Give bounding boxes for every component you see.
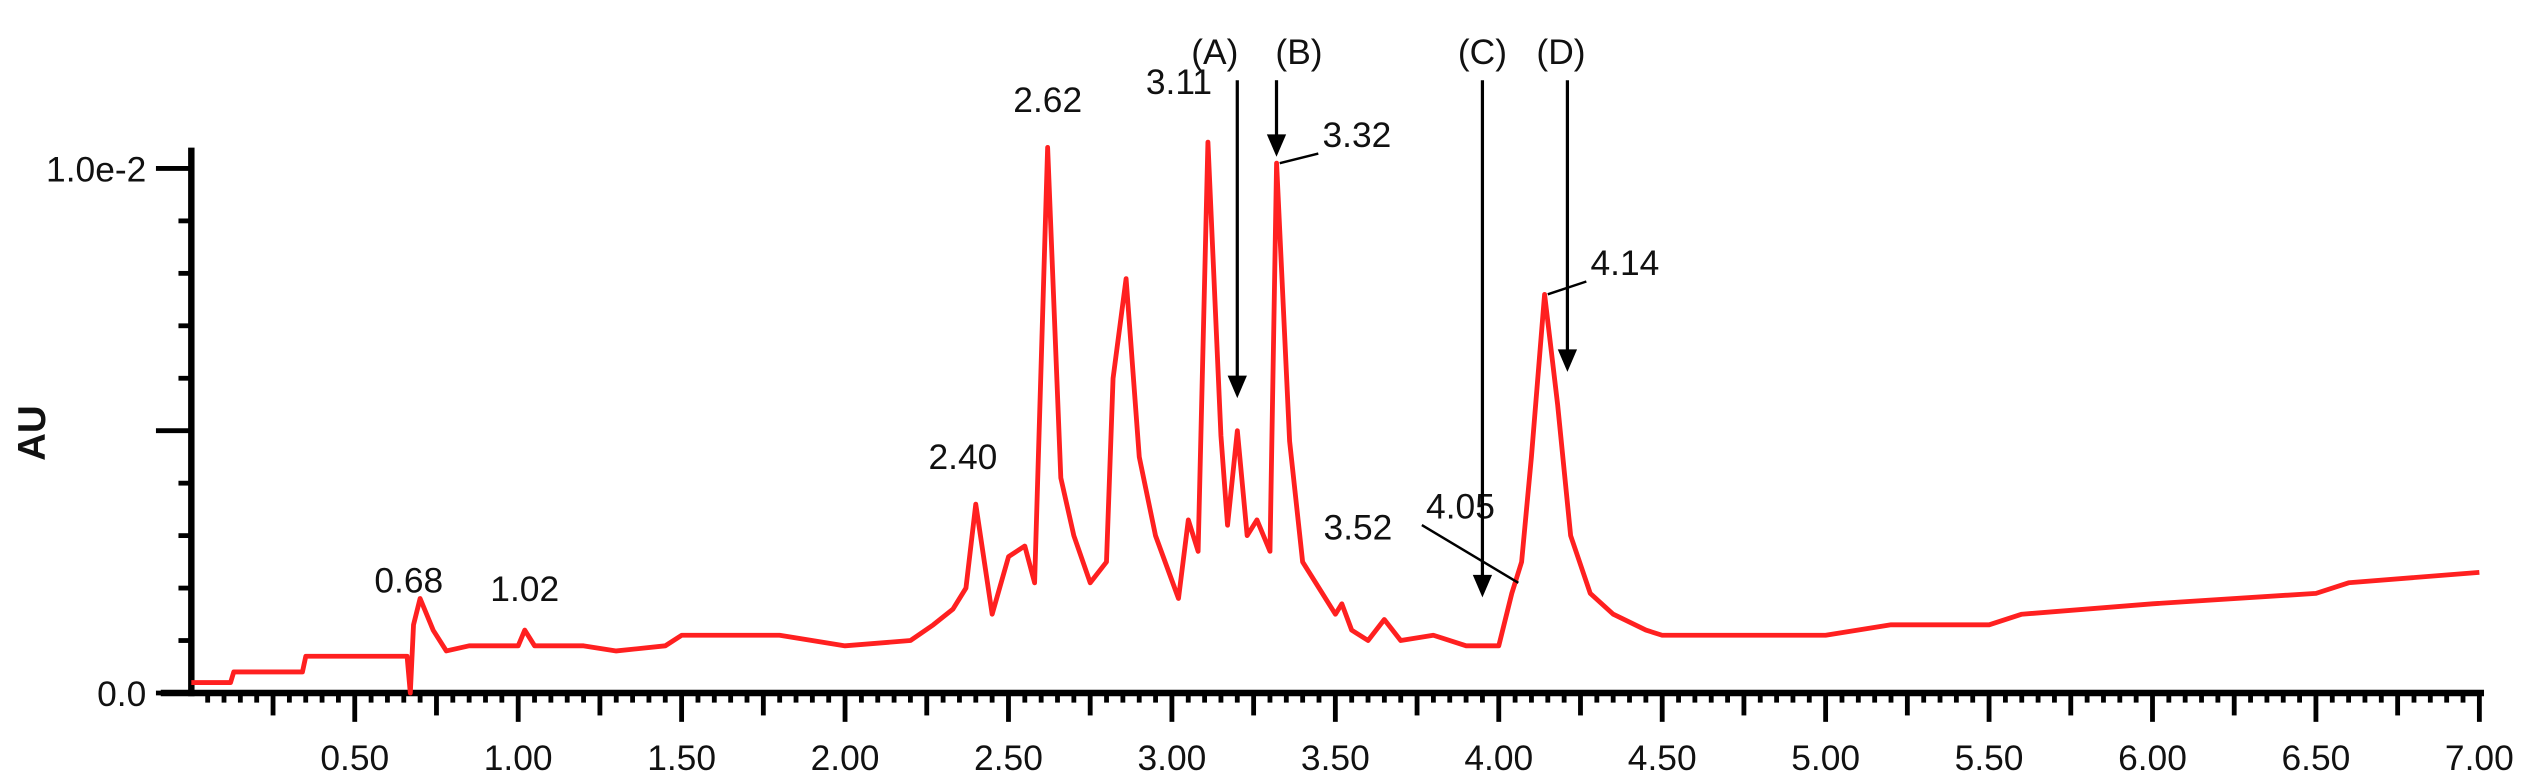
x-tick-label: 2.50 <box>974 739 1043 778</box>
x-tick-label: 0.50 <box>320 739 389 778</box>
arrow-annotation-label: (B) <box>1275 33 1322 72</box>
x-tick-label: 4.00 <box>1464 739 1533 778</box>
y-tick-label: 0.0 <box>97 675 146 714</box>
arrow-head-icon <box>1557 349 1578 372</box>
peak-label: 1.02 <box>490 570 559 609</box>
x-tick-label: 6.00 <box>2118 739 2187 778</box>
ticks: 0.0 1.0e-2 0.50 1.00 1.50 2.00 2.50 3.00 3.50 4.0… <box>46 150 2514 778</box>
x-tick-label: 3.00 <box>1137 739 1206 778</box>
y-axis-label: AU <box>11 405 54 461</box>
x-tick-label: 5.50 <box>1955 739 2024 778</box>
peak-leader-line <box>1421 524 1519 584</box>
x-tick-label: 4.50 <box>1628 739 1697 778</box>
x-tick-label: 1.00 <box>484 739 553 778</box>
peak-label: 3.52 <box>1324 509 1393 548</box>
arrow-annotation-label: (A) <box>1191 33 1238 72</box>
arrow-annotation-label: (C) <box>1458 33 1507 72</box>
x-tick-label: 3.50 <box>1301 739 1370 778</box>
annotations: 0.68 1.02 2.40 2.62 3.11 3.32 3.52 4.05 4.14 (A) (… <box>374 33 1659 609</box>
peak-label: 4.14 <box>1591 244 1660 283</box>
arrow-head-icon <box>1227 375 1247 399</box>
peak-label: 4.05 <box>1426 488 1495 527</box>
x-tick-label: 5.00 <box>1791 739 1860 778</box>
axes <box>160 147 2485 697</box>
peak-label: 3.11 <box>1146 63 1212 102</box>
peak-label: 2.62 <box>1013 81 1082 120</box>
x-tick-label: 6.50 <box>2282 739 2351 778</box>
chromatogram-trace <box>191 139 2480 696</box>
peak-leader-line <box>1279 152 1319 165</box>
arrow-head-icon <box>1266 134 1287 157</box>
x-tick-label: 2.00 <box>811 739 880 778</box>
arrow-annotation-label: (D) <box>1536 33 1585 72</box>
peak-label: 3.32 <box>1322 116 1391 155</box>
y-tick-label: 1.0e-2 <box>46 150 146 189</box>
x-tick-label: 1.50 <box>647 739 716 778</box>
x-tick-label: 7.00 <box>2445 739 2514 778</box>
peak-label: 2.40 <box>929 438 998 477</box>
arrow-head-icon <box>1472 574 1493 598</box>
peak-label: 0.68 <box>374 562 443 601</box>
